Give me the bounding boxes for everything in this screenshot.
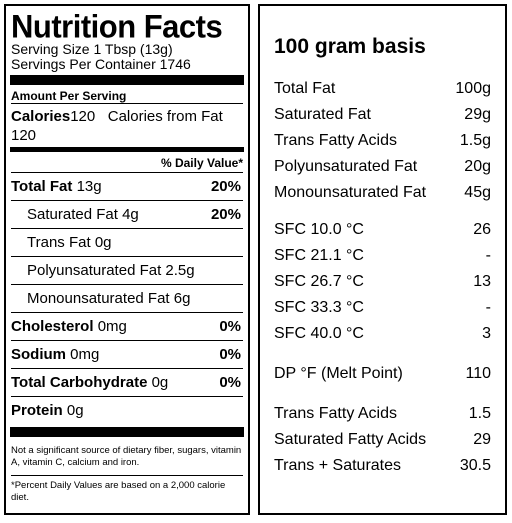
- basis-value: -: [485, 247, 491, 264]
- medium-divider: [10, 147, 244, 152]
- nutrient-row-saturated-fat: Saturated Fat 4g 20%: [11, 200, 243, 228]
- nutrient-percent: 0%: [219, 318, 241, 335]
- nutrient-row-trans-fat: Trans Fat 0g: [11, 228, 243, 256]
- nutrient-amount: 13g: [76, 178, 102, 195]
- fat-composition-group: Total Fat 100g Saturated Fat 29g Trans Fat…: [274, 76, 491, 206]
- melt-point-group: DP °F (Melt Point) 110: [274, 361, 491, 387]
- nutrient-label: Total Carbohydrate: [11, 374, 148, 391]
- thick-divider: [10, 75, 244, 85]
- basis-row: Saturated Fatty Acids 29: [274, 427, 491, 453]
- calories-row: Calories120 Calories from Fat 120: [11, 104, 243, 146]
- nutrient-row-monounsaturated-fat: Monounsaturated Fat 6g: [11, 284, 243, 312]
- nutrition-facts-panel: Nutrition Facts Serving Size 1 Tbsp (13g…: [4, 4, 250, 515]
- gram-basis-panel: 100 gram basis Total Fat 100g Saturated F…: [258, 4, 507, 515]
- thick-divider: [10, 427, 244, 437]
- nutrient-row-total-fat: Total Fat 13g 20%: [11, 172, 243, 200]
- basis-label: Trans + Saturates: [274, 457, 402, 474]
- nutrient-amount: 0mg: [70, 346, 100, 363]
- basis-label: SFC 40.0 °C: [274, 325, 364, 342]
- basis-value: 1.5g: [459, 132, 491, 149]
- basis-row: Polyunsaturated Fat 20g: [274, 154, 491, 180]
- basis-label: Trans Fatty Acids: [274, 132, 397, 149]
- basis-value: 100g: [455, 80, 491, 97]
- basis-row: Trans Fatty Acids 1.5: [274, 401, 491, 427]
- nutrition-facts-title: Nutrition Facts: [11, 7, 223, 45]
- basis-row: Trans + Saturates 30.5: [274, 453, 491, 479]
- basis-label: Saturated Fat: [274, 106, 371, 123]
- calories-label: Calories: [11, 108, 71, 125]
- basis-row: Trans Fatty Acids 1.5g: [274, 128, 491, 154]
- basis-row: SFC 40.0 °C 3: [274, 321, 491, 347]
- basis-label: SFC 10.0 °C: [274, 221, 364, 238]
- basis-value: 20g: [464, 158, 491, 175]
- basis-label: Saturated Fatty Acids: [274, 431, 427, 448]
- basis-value: 1.5: [468, 405, 491, 422]
- basis-row: SFC 33.3 °C -: [274, 295, 491, 321]
- basis-label: SFC 26.7 °C: [274, 273, 364, 290]
- solid-fat-content-group: SFC 10.0 °C 26 SFC 21.1 °C - SFC 26.7 °C 13…: [274, 217, 491, 347]
- basis-label: SFC 21.1 °C: [274, 247, 364, 264]
- nutrient-percent: 0%: [219, 346, 241, 363]
- basis-label: SFC 33.3 °C: [274, 299, 364, 316]
- nutrient-percent: 20%: [210, 206, 241, 223]
- nutrient-amount: 0mg: [97, 318, 127, 335]
- servings-per-container: Servings Per Container 1746: [11, 56, 191, 72]
- nutrient-percent: 0%: [219, 374, 241, 391]
- nutrient-label: Total Fat: [11, 178, 73, 195]
- not-significant-note: Not a significant source of dietary fibe…: [11, 445, 242, 468]
- nutrient-percent: 20%: [210, 178, 241, 195]
- nutrient-row-sodium: Sodium 0mg 0%: [11, 340, 243, 368]
- basis-label: DP °F (Melt Point): [274, 365, 403, 382]
- divider: [11, 103, 243, 104]
- nutrient-amount: 2.5g: [165, 262, 195, 279]
- basis-row: SFC 26.7 °C 13: [274, 269, 491, 295]
- daily-value-heading: % Daily Value*: [160, 156, 243, 170]
- nutrient-amount: 0g: [66, 402, 84, 419]
- basis-value: 110: [465, 365, 491, 382]
- nutrient-label: Sodium: [11, 346, 66, 363]
- totals-group: Trans Fatty Acids 1.5 Saturated Fatty Aci…: [274, 401, 491, 479]
- basis-row: Total Fat 100g: [274, 76, 491, 102]
- basis-label: Polyunsaturated Fat: [274, 158, 418, 175]
- basis-value: 29g: [464, 106, 491, 123]
- serving-size: Serving Size 1 Tbsp (13g): [11, 41, 173, 57]
- nutrient-amount: 6g: [173, 290, 191, 307]
- basis-row: SFC 10.0 °C 26: [274, 217, 491, 243]
- nutrient-row-cholesterol: Cholesterol 0mg 0%: [11, 312, 243, 340]
- basis-row: Saturated Fat 29g: [274, 102, 491, 128]
- nutrient-label: Polyunsaturated Fat: [27, 262, 162, 279]
- basis-value: 29: [473, 431, 491, 448]
- basis-value: -: [485, 299, 491, 316]
- basis-value: 3: [482, 325, 491, 342]
- daily-value-footnote: *Percent Daily Values are based on a 2,0…: [11, 480, 226, 503]
- nutrient-amount: 0g: [94, 234, 112, 251]
- nutrient-row-protein: Protein 0g: [11, 396, 243, 424]
- basis-value: 13: [473, 273, 491, 290]
- nutrient-label: Trans Fat: [27, 234, 91, 251]
- basis-label: Trans Fatty Acids: [274, 405, 397, 422]
- basis-label: Monounsaturated Fat: [274, 184, 427, 201]
- basis-row: DP °F (Melt Point) 110: [274, 361, 491, 387]
- nutrient-label: Saturated Fat: [27, 206, 118, 223]
- basis-title: 100 gram basis: [274, 35, 426, 58]
- basis-value: 30.5: [459, 457, 491, 474]
- basis-row: Monounsaturated Fat 45g: [274, 180, 491, 206]
- divider: [11, 475, 243, 476]
- basis-row: SFC 21.1 °C -: [274, 243, 491, 269]
- nutrient-amount: 0g: [151, 374, 169, 391]
- calories-value: 120: [70, 108, 96, 125]
- basis-value: 45g: [464, 184, 491, 201]
- nutrient-row-total-carbohydrate: Total Carbohydrate 0g 0%: [11, 368, 243, 396]
- nutrient-label: Protein: [11, 402, 63, 419]
- nutrient-amount: 4g: [122, 206, 139, 223]
- nutrient-label: Monounsaturated Fat: [27, 290, 170, 307]
- calories-from-fat: Calories from Fat 120: [11, 108, 223, 144]
- basis-value: 26: [473, 221, 491, 238]
- amount-per-serving: Amount Per Serving: [11, 89, 127, 103]
- basis-label: Total Fat: [274, 80, 336, 97]
- nutrient-row-polyunsaturated-fat: Polyunsaturated Fat 2.5g: [11, 256, 243, 284]
- nutrient-label: Cholesterol: [11, 318, 94, 335]
